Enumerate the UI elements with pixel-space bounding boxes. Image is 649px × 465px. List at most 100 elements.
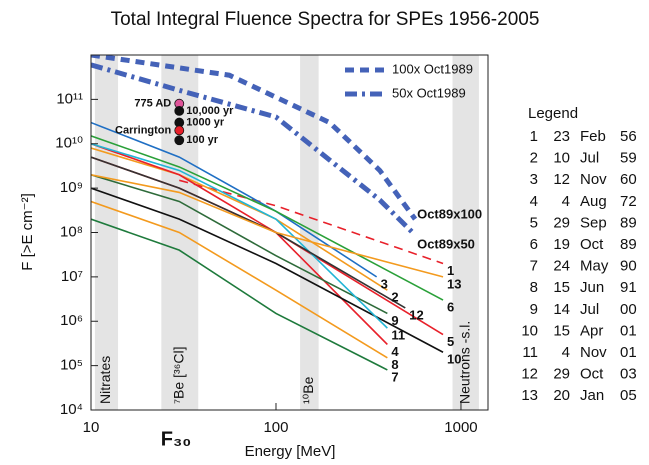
legend-cell: 29 bbox=[553, 366, 570, 383]
x-tick-label: 10 bbox=[83, 419, 100, 436]
legend-cell: 29 bbox=[553, 214, 570, 231]
legend-cell: 89 bbox=[620, 214, 637, 231]
band-label: Neutrons -s.l. bbox=[456, 321, 472, 404]
legend-cell: Jan bbox=[580, 387, 604, 404]
legend-cell: 8 bbox=[530, 279, 538, 296]
legend-cell: 3 bbox=[530, 171, 538, 188]
legend-cell: 60 bbox=[620, 171, 637, 188]
series-line bbox=[91, 147, 388, 291]
legend-cell: 13 bbox=[521, 387, 538, 404]
legend-cell: 12 bbox=[521, 366, 538, 383]
legend-cell: 4 bbox=[562, 344, 570, 361]
chart-title: Total Integral Fluence Spectra for SPEs … bbox=[111, 9, 540, 30]
series-end-label: Oct89x50 bbox=[417, 236, 475, 251]
y-tick-label: 10⁸ bbox=[60, 223, 83, 240]
y-tick-label: 10⁵ bbox=[60, 357, 83, 374]
legend-cell: Apr bbox=[580, 322, 603, 339]
y-tick-label: 10¹¹ bbox=[56, 90, 83, 107]
series-end-label: 12 bbox=[409, 307, 423, 322]
annotations: Nitrates ⁷Be [³⁶Cl] ¹⁰Be Neutrons -s.l.10⁴1… bbox=[55, 61, 636, 436]
x-tick-label: 100 bbox=[263, 419, 288, 436]
series-line bbox=[91, 142, 388, 329]
plot-area bbox=[91, 55, 444, 371]
series-line bbox=[91, 200, 388, 359]
legend-cell: 11 bbox=[522, 344, 538, 361]
legend-cell: 5 bbox=[530, 214, 538, 231]
legend-cell: Jul bbox=[580, 150, 599, 167]
legend-cell: Jul bbox=[580, 301, 599, 318]
legend-cell: 7 bbox=[530, 258, 538, 275]
series-line bbox=[91, 174, 388, 315]
series-line bbox=[91, 135, 444, 301]
event-label: 1000 yr bbox=[186, 116, 225, 128]
legend-cell: 24 bbox=[553, 258, 570, 275]
legend-cell: 19 bbox=[553, 236, 570, 253]
y-tick-label: 10¹⁰ bbox=[55, 135, 83, 152]
y-tick-label: 10⁷ bbox=[61, 268, 83, 285]
legend-title: Legend bbox=[528, 105, 578, 122]
legend-cell: Aug bbox=[580, 193, 607, 210]
event-point bbox=[174, 135, 185, 146]
x-tick-label: 1000 bbox=[444, 419, 477, 436]
legend-cell: Nov bbox=[580, 344, 607, 361]
series-line bbox=[91, 62, 417, 237]
series-end-label: 13 bbox=[447, 276, 461, 291]
legend-cell: 03 bbox=[620, 366, 637, 383]
legend-cell: 00 bbox=[620, 301, 637, 318]
y-axis-label: F [>E cm⁻²] bbox=[19, 193, 36, 271]
series-line bbox=[91, 187, 444, 353]
legend-cell: 9 bbox=[530, 301, 538, 318]
legend-cell: 10 bbox=[521, 322, 538, 339]
series-line bbox=[91, 121, 378, 278]
event-label: 10,000 yr bbox=[186, 105, 234, 117]
y-tick-label: 10⁹ bbox=[60, 179, 83, 196]
event-point bbox=[174, 125, 185, 136]
series-end-label: 3 bbox=[381, 276, 388, 291]
legend-cell: 59 bbox=[620, 150, 637, 167]
legend-cell: 05 bbox=[620, 387, 637, 404]
event-point bbox=[174, 105, 185, 116]
legend-cell: 15 bbox=[553, 322, 570, 339]
legend-cell: 72 bbox=[620, 193, 637, 210]
legend-cell: 10 bbox=[553, 150, 570, 167]
legend-label: 50x Oct1989 bbox=[392, 85, 466, 100]
series-line bbox=[91, 55, 418, 221]
legend-cell: 01 bbox=[620, 322, 637, 339]
legend-cell: Oct bbox=[580, 236, 604, 253]
legend-label: 100x Oct1989 bbox=[392, 61, 473, 76]
legend-cell: 14 bbox=[553, 301, 570, 318]
legend-cell: 91 bbox=[620, 279, 637, 296]
band-label: ¹⁰Be bbox=[300, 376, 316, 404]
f30-label: F₃₀ bbox=[161, 428, 191, 450]
legend-cell: May bbox=[580, 258, 609, 275]
series-line bbox=[91, 156, 406, 309]
band-label: ⁷Be [³⁶Cl] bbox=[170, 346, 186, 404]
series-end-label: 2 bbox=[391, 290, 398, 305]
y-tick-label: 10⁶ bbox=[60, 312, 83, 329]
legend-cell: 4 bbox=[562, 193, 570, 210]
series-end-label: 4 bbox=[391, 344, 399, 359]
event-label: Carrington bbox=[115, 124, 172, 136]
legend-cell: 23 bbox=[553, 128, 570, 145]
series-end-label: 9 bbox=[391, 313, 398, 328]
legend-cell: 15 bbox=[553, 279, 570, 296]
series-end-label: 1 bbox=[447, 263, 454, 278]
series-end-label: 6 bbox=[447, 300, 454, 315]
band-label: Nitrates bbox=[97, 356, 113, 404]
legend-cell: 89 bbox=[620, 236, 637, 253]
legend-cell: 20 bbox=[553, 387, 570, 404]
legend-cell: 01 bbox=[620, 344, 637, 361]
legend-cell: Jun bbox=[580, 279, 604, 296]
legend-cell: 2 bbox=[530, 150, 538, 167]
legend-cell: Feb bbox=[580, 128, 606, 145]
legend-cell: Nov bbox=[580, 171, 607, 188]
legend-cell: 56 bbox=[620, 128, 637, 145]
legend-cell: 1 bbox=[530, 128, 538, 145]
series-end-label: 8 bbox=[391, 357, 398, 372]
series-line bbox=[91, 142, 388, 346]
legend-cell: 6 bbox=[530, 236, 538, 253]
series-end-label: 10 bbox=[447, 352, 461, 367]
legend-cell: 4 bbox=[530, 193, 538, 210]
legend-cell: Sep bbox=[580, 214, 607, 231]
